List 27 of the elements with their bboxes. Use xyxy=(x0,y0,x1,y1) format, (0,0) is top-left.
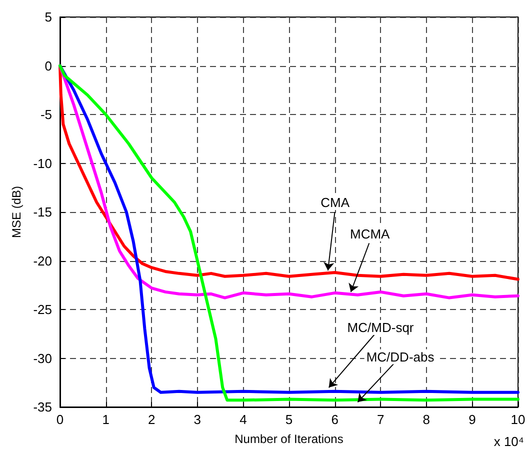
annotation: CMA xyxy=(320,195,350,210)
annotation: MC/MD-sqr xyxy=(347,320,414,335)
x-tick-label: 9 xyxy=(468,412,476,427)
x-tick-label: 7 xyxy=(376,412,384,427)
x-tick-label: 4 xyxy=(240,412,247,427)
y-tick-label: 0 xyxy=(44,58,52,74)
x-tick-label: 1 xyxy=(102,412,110,427)
y-tick-label: -25 xyxy=(33,302,52,317)
x-tick-label: 8 xyxy=(422,412,430,427)
annotation: MCMA xyxy=(350,226,390,242)
x-axis-title: Number of Iterations xyxy=(234,432,344,446)
x-tick-label: 6 xyxy=(331,412,338,427)
y-tick-label: -5 xyxy=(40,107,52,122)
y-tick-label: -35 xyxy=(33,400,52,414)
annotation: MC/DD-abs xyxy=(366,349,435,364)
x-tick-label: 5 xyxy=(285,412,293,427)
x-tick-label: 2 xyxy=(148,412,156,427)
x-tick-label: 0 xyxy=(56,412,64,427)
y-tick-label: -15 xyxy=(33,204,52,220)
y-tick-label: -20 xyxy=(33,253,52,268)
y-tick-label: -30 xyxy=(33,350,52,366)
x-tick-label: 3 xyxy=(194,412,202,427)
text: x 10⁴ xyxy=(494,434,524,449)
y-axis-title: MSE (dB) xyxy=(9,186,24,238)
y-tick-label: -10 xyxy=(33,156,52,171)
y-tick-label: 5 xyxy=(44,10,52,24)
x-tick-label: 10 xyxy=(510,412,526,427)
